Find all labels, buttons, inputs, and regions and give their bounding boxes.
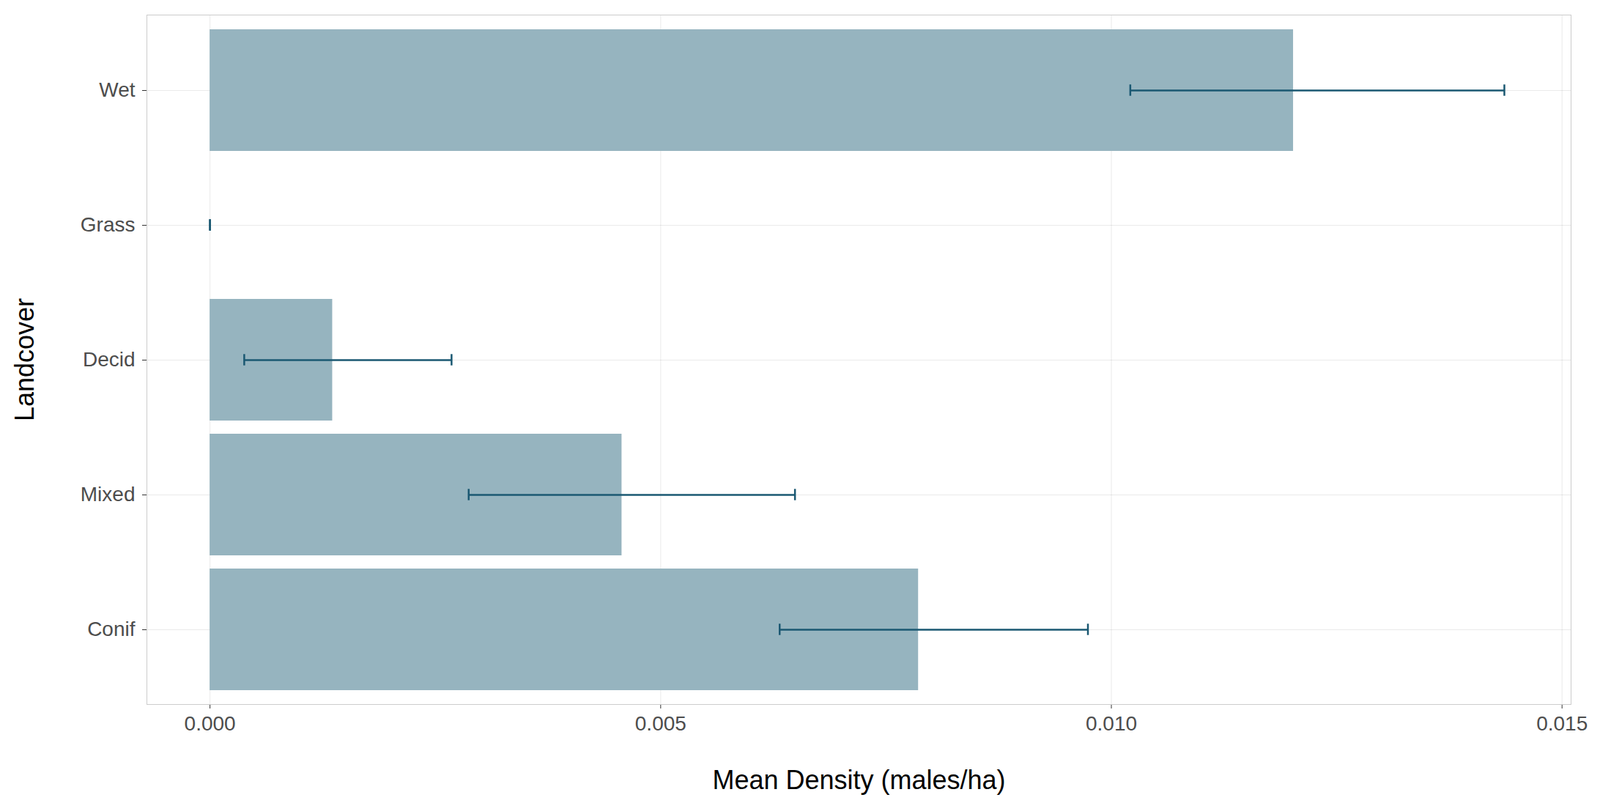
- svg-text:Grass: Grass: [80, 213, 136, 236]
- svg-text:Decid: Decid: [82, 347, 136, 371]
- svg-text:Mixed: Mixed: [80, 482, 136, 506]
- svg-text:0.000: 0.000: [184, 712, 236, 735]
- svg-text:Mean Density (males/ha): Mean Density (males/ha): [712, 764, 1006, 795]
- svg-text:Conif: Conif: [87, 617, 136, 641]
- svg-text:0.005: 0.005: [635, 712, 687, 735]
- svg-text:0.010: 0.010: [1085, 712, 1137, 735]
- svg-text:Wet: Wet: [98, 78, 135, 102]
- svg-text:Landcover: Landcover: [9, 298, 40, 422]
- svg-text:0.015: 0.015: [1536, 712, 1588, 735]
